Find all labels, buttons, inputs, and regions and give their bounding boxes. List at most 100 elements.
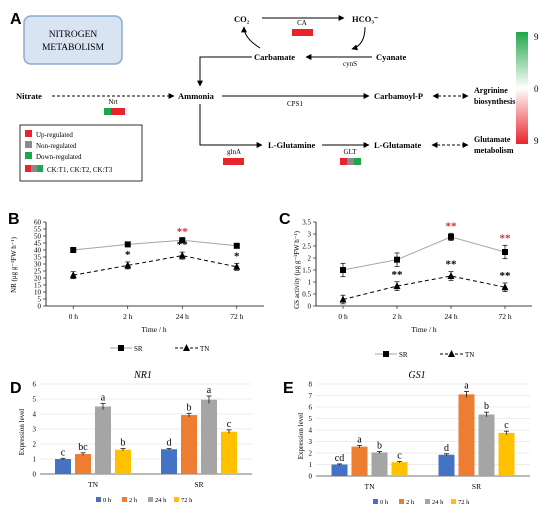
pathway-title-line2: METABOLISM: [42, 43, 105, 53]
chart-b-sig-black: *: [125, 249, 131, 261]
chart-b-point-SR: [124, 241, 131, 248]
chart-d-legend-label: 0 h: [103, 497, 112, 504]
chart-b-sig-red: **: [177, 226, 189, 238]
chart-c-x-tick-label: 72 h: [498, 312, 511, 321]
node-glutamate-line1: Glutamate: [474, 135, 511, 144]
chart-b-y-tick-label: 35: [34, 254, 42, 262]
chart-d-bar-SR-0h: [161, 449, 177, 474]
panel-label-e: E: [283, 380, 294, 397]
chart-e-legend-label: 72 h: [458, 499, 470, 506]
chart-d-sig-letter: a: [207, 385, 212, 396]
chart-c-y-tick-label: 3: [308, 231, 312, 239]
chart-c-point-SR: [340, 267, 346, 273]
node-cyanate: Cyanate: [376, 52, 406, 62]
arrow-carbamate-ammonia: [197, 56, 252, 87]
chart-e-legend-swatch: [373, 499, 378, 504]
chart-d-legend-swatch: [148, 497, 153, 502]
chart-b-point-SR: [179, 237, 186, 244]
colorbar-bottom-label: 9: [534, 136, 539, 146]
chart-b-y-tick-label: 5: [38, 296, 42, 304]
chart-d-bar-TN-24h: [95, 406, 111, 474]
chart-e-y-tick-label: 1: [309, 461, 313, 469]
chart-d-legend-label: 24 h: [155, 497, 167, 504]
chart-e-bar-SR-0h: [438, 454, 455, 476]
chart-c-sig-black: **: [392, 269, 404, 281]
chart-e-group-label: TN: [365, 482, 376, 491]
chart-c-y-tick-label: 3.5: [302, 219, 311, 227]
chart-e-legend-label: 2 h: [406, 499, 415, 506]
chart-e-y-tick-label: 3: [309, 438, 313, 446]
chart-b-series-TN-line: [73, 255, 237, 276]
chart-e-sig-letter: c: [397, 451, 402, 462]
chart-e-bar-TN-72h: [391, 462, 408, 476]
chart-d-legend-label: 72 h: [181, 497, 193, 504]
chart-d-sig-letter: c: [61, 447, 66, 458]
chart-e-sig-letter: cd: [335, 453, 344, 464]
chart-d-bar-TN-0h: [55, 459, 71, 474]
chart-c-point-TN: [393, 282, 401, 290]
chart-d-bar-SR-72h: [221, 431, 237, 474]
node-nitrate: Nitrate: [16, 91, 42, 101]
chart-e-y-tick-label: 7: [309, 392, 313, 400]
chart-e-y-tick-label: 6: [309, 404, 313, 412]
chart-b-series-SR-line: [73, 239, 237, 251]
node-carbamoyl-p: Carbamoyl-P: [374, 91, 423, 101]
chart-c-y-tick-label: 2: [308, 255, 312, 263]
chart-d-title: NR1: [133, 370, 152, 381]
chart-c-sig-black: **: [446, 259, 458, 271]
chart-b-y-tick-label: 0: [38, 303, 42, 311]
chart-d-legend: 0 h 2 h 24 h 72 h: [96, 497, 193, 504]
chart-b-legend-sr: SR: [134, 345, 143, 353]
legend-non-label: Non-regulated: [36, 142, 77, 150]
chart-d-bar-SR-24h: [201, 399, 217, 474]
chart-b-point-TN: [178, 251, 186, 259]
colorbar: 9 0 9: [516, 32, 539, 146]
chart-b-x-tick-label: 72 h: [230, 312, 243, 321]
chart-c-point-SR: [448, 233, 454, 240]
chart-c-y-tick-label: 2.5: [302, 243, 311, 251]
chart-d-y-tick-label: 5: [33, 396, 37, 404]
chart-d-y-tick-label: 2: [33, 441, 37, 449]
chart-b-sig-black: **: [177, 239, 189, 251]
chart-d-ylabel: Expression level: [18, 409, 26, 456]
chart-c-point-TN: [447, 272, 455, 279]
chart-b-legend: SR TN: [110, 344, 209, 353]
chart-c-sig-red: **: [500, 232, 512, 244]
arrow-hco3-cyanate: [351, 26, 366, 51]
node-hco3: HCO₃⁻: [352, 14, 379, 24]
chart-d-y-tick-label: 3: [33, 426, 37, 434]
chart-c-sig-red: **: [446, 220, 458, 232]
chart-b-sig-black: *: [234, 250, 240, 262]
chart-e-legend-swatch: [451, 499, 456, 504]
chart-d-y-tick-label: 4: [33, 411, 37, 419]
chart-e-legend-label: 0 h: [380, 499, 389, 506]
chart-b-y-tick-label: 10: [34, 289, 42, 297]
chart-c-xlabel: Time / h: [411, 325, 436, 334]
chart-d-bar-TN-2h: [75, 454, 91, 474]
chart-d-y-tick-label: 6: [33, 381, 37, 389]
chart-e-bar-TN-2h: [351, 446, 368, 476]
chart-d-sig-letter: b: [187, 402, 192, 413]
chart-b-point-SR: [70, 247, 77, 253]
node-ammonia: Ammonia: [178, 91, 215, 101]
legend-down-label: Down-regulated: [36, 153, 82, 161]
legend-ck-label: CK:T1, CK:T2, CK:T3: [47, 166, 113, 174]
chart-e-sig-letter: c: [504, 420, 509, 431]
chart-b-point-TN: [124, 261, 132, 269]
chart-c-y-tick-label: 0: [308, 303, 312, 311]
chart-c-point-TN: [339, 295, 347, 303]
node-co2: CO₂: [234, 14, 250, 24]
chart-b-y-tick-label: 30: [34, 261, 42, 269]
node-arginine-line1: Argrinine: [474, 86, 508, 95]
chart-b-y-tick-label: 60: [34, 219, 42, 227]
chart-b-y-tick-label: 40: [34, 247, 42, 255]
panel-d: D NR1 0 1 2 3 4 5 6 TN c bc a b SR d b a c Expression le…: [10, 370, 252, 504]
panel-c: C 0 0.5 1 1.5 2 2.5 3 3.5 0 h 2 h 24 h 72 h ** ** ** **…: [279, 211, 532, 359]
chart-e-sig-letter: a: [357, 435, 362, 446]
chart-b-ylabel: NR (μg g⁻¹FW h⁻¹): [10, 236, 18, 293]
chart-e-legend-swatch: [399, 499, 404, 504]
colorbar-top-label: 9: [534, 32, 539, 42]
node-arginine-line2: biosynthesis: [474, 97, 515, 106]
pathway-arrows: [52, 15, 469, 148]
chart-b-y-tick-label: 15: [34, 282, 42, 290]
